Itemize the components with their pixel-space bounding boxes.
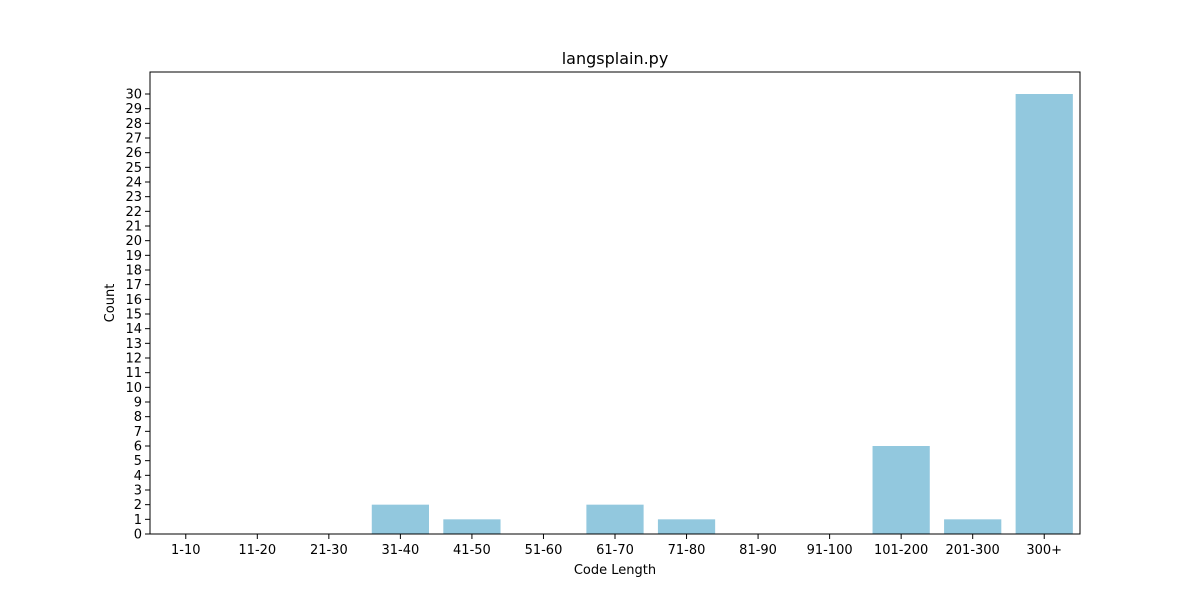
y-tick-label: 8 bbox=[134, 410, 142, 425]
bar-61-70 bbox=[586, 504, 644, 534]
y-tick-label: 19 bbox=[125, 249, 142, 264]
x-axis-label: Code Length bbox=[574, 563, 656, 578]
y-tick-label: 20 bbox=[125, 234, 142, 249]
y-tick-label: 3 bbox=[134, 484, 142, 499]
x-tick-label: 11-20 bbox=[238, 543, 276, 558]
y-axis-label: Count bbox=[103, 284, 118, 323]
bar-71-80 bbox=[657, 519, 716, 534]
y-tick-label: 25 bbox=[125, 161, 142, 176]
bar-31-40 bbox=[371, 504, 429, 534]
bar-41-50 bbox=[443, 519, 501, 534]
y-tick-label: 15 bbox=[125, 308, 142, 323]
bar-201-300 bbox=[944, 519, 1002, 534]
x-tick-label: 1-10 bbox=[171, 543, 201, 558]
x-tick-label: 101-200 bbox=[874, 543, 928, 558]
y-tick-label: 16 bbox=[125, 293, 142, 308]
x-tick-label: 51-60 bbox=[525, 543, 563, 558]
y-tick-label: 13 bbox=[125, 337, 142, 352]
y-axis-ticks: 0123456789101112131415161718192021222324… bbox=[125, 88, 150, 543]
y-tick-label: 26 bbox=[125, 146, 142, 161]
y-tick-label: 7 bbox=[134, 425, 142, 440]
x-axis-ticks: 1-10 11-20 21-30 31-40 41-50 51-60 61-70 71-80 8… bbox=[171, 534, 1062, 558]
y-tick-label: 14 bbox=[125, 322, 142, 337]
y-tick-label: 21 bbox=[125, 220, 142, 235]
y-tick-label: 29 bbox=[125, 102, 142, 117]
y-tick-label: 12 bbox=[125, 352, 142, 367]
y-tick-label: 2 bbox=[134, 498, 142, 513]
y-tick-label: 1 bbox=[134, 513, 142, 528]
y-tick-label: 6 bbox=[134, 440, 142, 455]
y-tick-label: 17 bbox=[125, 278, 142, 293]
y-tick-label: 5 bbox=[134, 454, 142, 469]
x-tick-label: 71-80 bbox=[668, 543, 706, 558]
y-tick-label: 11 bbox=[125, 366, 142, 381]
chart-title: langsplain.py bbox=[562, 49, 669, 68]
x-tick-label: 81-90 bbox=[739, 543, 777, 558]
x-tick-label: 201-300 bbox=[946, 543, 1000, 558]
x-tick-label: 61-70 bbox=[596, 543, 634, 558]
y-tick-label: 30 bbox=[125, 88, 142, 103]
x-tick-label: 91-100 bbox=[807, 543, 853, 558]
x-tick-label: 41-50 bbox=[453, 543, 491, 558]
plot-frame bbox=[149, 71, 1081, 535]
y-tick-label: 23 bbox=[125, 190, 142, 205]
y-tick-label: 28 bbox=[125, 117, 142, 132]
x-tick-label: 21-30 bbox=[310, 543, 348, 558]
y-tick-label: 0 bbox=[134, 528, 142, 543]
y-tick-label: 9 bbox=[134, 396, 142, 411]
y-tick-label: 18 bbox=[125, 264, 142, 279]
bar-101-200 bbox=[872, 446, 930, 534]
y-tick-label: 24 bbox=[125, 176, 142, 191]
y-tick-label: 10 bbox=[125, 381, 142, 396]
x-tick-label: 300+ bbox=[1026, 543, 1062, 558]
y-tick-label: 22 bbox=[125, 205, 142, 220]
bar-300+ bbox=[1015, 94, 1073, 534]
y-tick-label: 27 bbox=[125, 132, 142, 147]
bars-group bbox=[371, 94, 1073, 534]
y-tick-label: 4 bbox=[134, 469, 142, 484]
x-tick-label: 31-40 bbox=[381, 543, 419, 558]
